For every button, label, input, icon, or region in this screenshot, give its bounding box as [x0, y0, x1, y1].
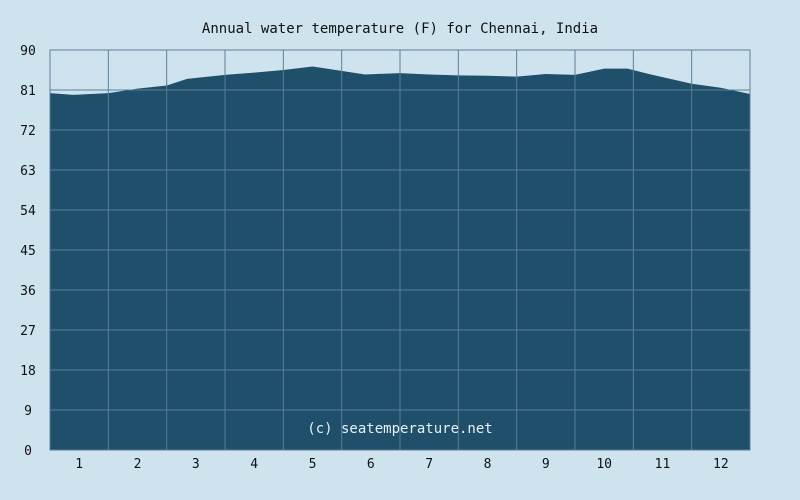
- y-tick-label: 36: [20, 284, 36, 299]
- x-tick-label: 4: [250, 457, 258, 472]
- y-tick-label: 90: [20, 44, 36, 59]
- chart-title: Annual water temperature (F) for Chennai…: [202, 21, 598, 37]
- x-tick-label: 2: [134, 457, 142, 472]
- x-tick-label: 8: [484, 457, 492, 472]
- x-tick-label: 3: [192, 457, 200, 472]
- x-tick-label: 12: [713, 457, 729, 472]
- watermark: (c) seatemperature.net: [307, 421, 492, 437]
- y-tick-label: 0: [24, 444, 32, 459]
- x-tick-label: 7: [425, 457, 433, 472]
- x-tick-label: 9: [542, 457, 550, 472]
- y-tick-label: 45: [20, 244, 36, 259]
- plot-frame: [49, 49, 751, 451]
- y-tick-label: 54: [20, 204, 36, 219]
- y-tick-label: 18: [20, 364, 36, 379]
- x-tick-label: 6: [367, 457, 375, 472]
- y-tick-label: 72: [20, 124, 36, 139]
- y-tick-label: 9: [24, 404, 32, 419]
- y-tick-label: 81: [20, 84, 36, 99]
- x-tick-label: 5: [309, 457, 317, 472]
- x-tick-label: 11: [655, 457, 671, 472]
- y-tick-label: 27: [20, 324, 36, 339]
- x-tick-label: 10: [596, 457, 612, 472]
- x-tick-label: 1: [75, 457, 83, 472]
- y-tick-label: 63: [20, 164, 36, 179]
